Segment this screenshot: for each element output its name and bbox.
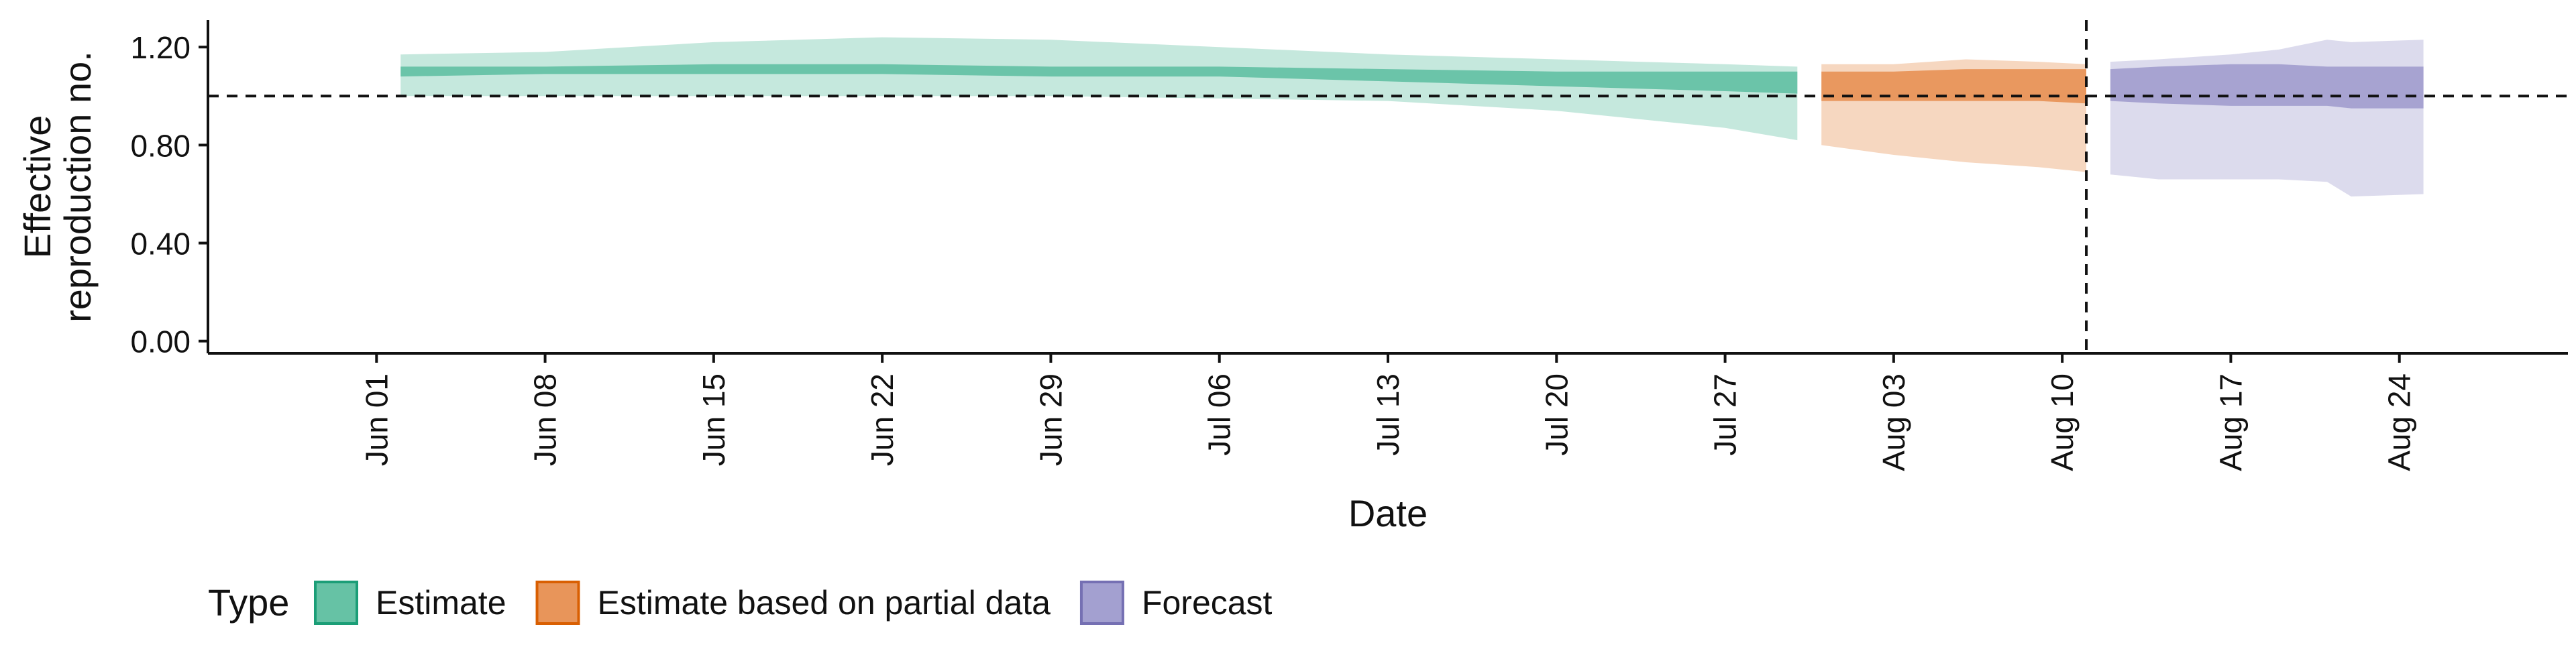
- band-90-estimate: [400, 37, 1798, 141]
- y-axis-title-line-2: reproduction no.: [56, 51, 99, 322]
- x-tick-label: Aug 24: [2382, 373, 2417, 471]
- legend-item: Forecast: [1079, 581, 1273, 625]
- x-tick-label: Jun 01: [359, 373, 394, 466]
- band-50-estimate: [400, 64, 1798, 94]
- legend-key: [314, 581, 358, 625]
- x-tick-label: Aug 03: [1876, 373, 1911, 471]
- legend-label: Estimate based on partial data: [598, 584, 1051, 622]
- axes: 0.00 0.40 0.80 1.20 Jun 01 Jun 08 Jun 15 Jun 22…: [130, 20, 2568, 471]
- series-forecast: [2110, 40, 2424, 197]
- legend-label: Estimate: [376, 584, 506, 622]
- y-tick-label: 0.40: [130, 227, 191, 261]
- legend-label: Forecast: [1142, 584, 1273, 622]
- series-bands: [400, 37, 2424, 197]
- x-tick-label: Jul 13: [1371, 373, 1405, 456]
- series-estimate: [400, 37, 1798, 141]
- legend-item: Estimate: [314, 581, 506, 625]
- legend-title: Type: [208, 581, 289, 624]
- series-estimate-based-on-partial-data: [1821, 59, 2086, 172]
- x-tick-label: Jun 15: [696, 373, 731, 466]
- x-tick-label: Jul 20: [1539, 373, 1574, 456]
- y-tick-label: 0.00: [130, 325, 191, 359]
- legend: Type Estimate Estimate based on partial d…: [208, 581, 1273, 625]
- y-axis-title-line-1: Effective: [16, 115, 58, 259]
- band-50-forecast: [2110, 64, 2424, 109]
- x-tick-label: Jul 27: [1708, 373, 1743, 456]
- x-axis-title: Date: [1348, 492, 1428, 534]
- legend-key: [1079, 581, 1124, 625]
- band-50-estimate-based-on-partial-data: [1821, 69, 2086, 104]
- legend-key: [535, 581, 580, 625]
- x-tick-label: Jul 06: [1202, 373, 1237, 456]
- y-tick-label: 0.80: [130, 128, 191, 163]
- band-90-forecast: [2110, 40, 2424, 197]
- x-tick-label: Aug 10: [2045, 373, 2080, 471]
- legend-item: Estimate based on partial data: [535, 581, 1051, 625]
- x-tick-label: Jun 08: [528, 373, 563, 466]
- x-tick-label: Aug 17: [2213, 373, 2248, 471]
- x-tick-label: Jun 22: [865, 373, 900, 466]
- y-tick-label: 1.20: [130, 30, 191, 65]
- x-tick-label: Jun 29: [1033, 373, 1068, 466]
